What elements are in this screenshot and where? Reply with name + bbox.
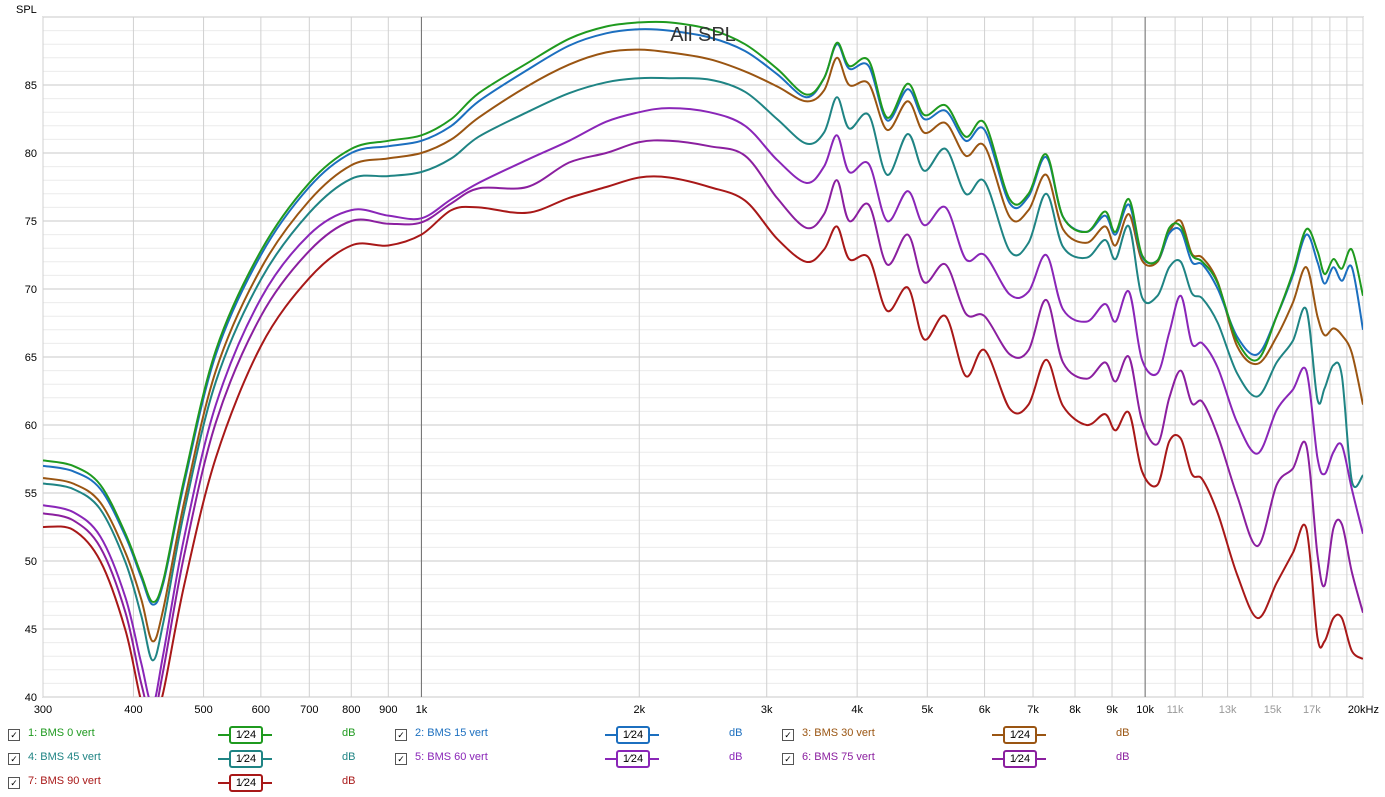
y-tick-label: 80 xyxy=(25,148,37,160)
chart-title: All SPL xyxy=(670,24,736,46)
legend-label: 7: BMS 90 vert xyxy=(28,775,101,787)
legend-item: ✓ 3: BMS 30 vert 1⁄24 dB xyxy=(782,724,1162,744)
legend-unit: dB xyxy=(729,751,743,763)
series-line xyxy=(43,139,1363,697)
x-tick-label: 7k xyxy=(1027,704,1039,716)
smoothing-label: 1⁄24 xyxy=(616,750,650,768)
y-tick-label: 40 xyxy=(25,692,37,704)
y-axis-label: SPL xyxy=(16,4,37,16)
x-tick-label: 3k xyxy=(761,704,773,716)
x-tick-label: 6k xyxy=(979,704,991,716)
series-visibility-checkbox[interactable]: ✓ xyxy=(782,729,794,741)
x-tick-label: 20kHz xyxy=(1348,704,1379,716)
series-line xyxy=(43,175,1363,697)
legend-label: 3: BMS 30 vert xyxy=(802,727,875,739)
x-tick-label: 300 xyxy=(34,704,52,716)
x-tick-label: 900 xyxy=(379,704,397,716)
legend-item: ✓ 7: BMS 90 vert 1⁄24 dB xyxy=(8,772,388,792)
x-tick-label: 1k xyxy=(416,704,428,716)
legend-item: ✓ 6: BMS 75 vert 1⁄24 dB xyxy=(782,748,1162,768)
y-tick-label: 65 xyxy=(25,352,37,364)
spl-chart-svg[interactable]: 40 45 50 55 60 65 70 75 80 85 300 400 500 600 700 800 9… xyxy=(0,0,1385,720)
y-tick-label: 45 xyxy=(25,624,37,636)
x-tick-label: 10k xyxy=(1136,704,1154,716)
series-line xyxy=(43,20,1363,603)
spl-chart[interactable]: 40 45 50 55 60 65 70 75 80 85 300 400 500 600 700 800 9… xyxy=(0,0,1385,720)
smoothing-button[interactable]: 1⁄24 xyxy=(218,774,272,792)
smoothing-label: 1⁄24 xyxy=(229,774,263,792)
series-visibility-checkbox[interactable]: ✓ xyxy=(395,729,407,741)
legend-item: ✓ 2: BMS 15 vert 1⁄24 dB xyxy=(395,724,775,744)
y-tick-label: 50 xyxy=(25,556,37,568)
series-visibility-checkbox[interactable]: ✓ xyxy=(395,753,407,765)
series-visibility-checkbox[interactable]: ✓ xyxy=(8,753,20,765)
x-tick-label: 9k xyxy=(1106,704,1118,716)
x-tick-label: 5k xyxy=(921,704,933,716)
y-tick-label: 85 xyxy=(25,80,37,92)
series-visibility-checkbox[interactable]: ✓ xyxy=(8,777,20,789)
legend-item: ✓ 1: BMS 0 vert 1⁄24 dB xyxy=(8,724,388,744)
smoothing-button[interactable]: 1⁄24 xyxy=(218,750,272,768)
legend-label: 1: BMS 0 vert xyxy=(28,727,95,739)
y-tick-label: 70 xyxy=(25,284,37,296)
legend-item: ✓ 4: BMS 45 vert 1⁄24 dB xyxy=(8,748,388,768)
legend-label: 4: BMS 45 vert xyxy=(28,751,101,763)
legend-unit: dB xyxy=(342,727,356,739)
x-tick-label: 400 xyxy=(124,704,142,716)
x-tick-label: 11k xyxy=(1167,704,1184,716)
x-tick-label: 700 xyxy=(300,704,318,716)
series-visibility-checkbox[interactable]: ✓ xyxy=(8,729,20,741)
smoothing-button[interactable]: 1⁄24 xyxy=(605,750,659,768)
legend-label: 6: BMS 75 vert xyxy=(802,751,875,763)
legend-unit: dB xyxy=(342,775,356,787)
smoothing-label: 1⁄24 xyxy=(616,726,650,744)
legend-item: ✓ 5: BMS 60 vert 1⁄24 dB xyxy=(395,748,775,768)
x-tick-label: 800 xyxy=(342,704,360,716)
smoothing-button[interactable]: 1⁄24 xyxy=(218,726,272,744)
legend-unit: dB xyxy=(342,751,356,763)
x-tick-label: 4k xyxy=(851,704,863,716)
series-line xyxy=(43,48,1363,643)
x-tick-label: 8k xyxy=(1069,704,1081,716)
legend-label: 2: BMS 15 vert xyxy=(415,727,488,739)
smoothing-label: 1⁄24 xyxy=(229,750,263,768)
legend-unit: dB xyxy=(729,727,743,739)
smoothing-button[interactable]: 1⁄24 xyxy=(992,750,1046,768)
smoothing-label: 1⁄24 xyxy=(1003,750,1037,768)
series-line xyxy=(43,76,1363,662)
series-line xyxy=(43,107,1363,697)
smoothing-label: 1⁄24 xyxy=(1003,726,1037,744)
smoothing-button[interactable]: 1⁄24 xyxy=(992,726,1046,744)
legend-unit: dB xyxy=(1116,727,1130,739)
y-tick-label: 60 xyxy=(25,420,37,432)
legend-label: 5: BMS 60 vert xyxy=(415,751,488,763)
x-tick-label: 15k xyxy=(1264,704,1282,716)
x-tick-label: 500 xyxy=(194,704,212,716)
y-tick-label: 55 xyxy=(25,488,37,500)
smoothing-label: 1⁄24 xyxy=(229,726,263,744)
x-tick-label: 13k xyxy=(1219,704,1237,716)
y-tick-label: 75 xyxy=(25,216,37,228)
legend: ✓ 1: BMS 0 vert 1⁄24 dB ✓ 2: BMS 15 vert 1⁄24 d… xyxy=(0,722,1385,797)
x-tick-label: 600 xyxy=(252,704,270,716)
smoothing-button[interactable]: 1⁄24 xyxy=(605,726,659,744)
x-tick-label: 2k xyxy=(633,704,645,716)
legend-unit: dB xyxy=(1116,751,1130,763)
series-visibility-checkbox[interactable]: ✓ xyxy=(782,753,794,765)
x-tick-label: 17k xyxy=(1303,704,1321,716)
